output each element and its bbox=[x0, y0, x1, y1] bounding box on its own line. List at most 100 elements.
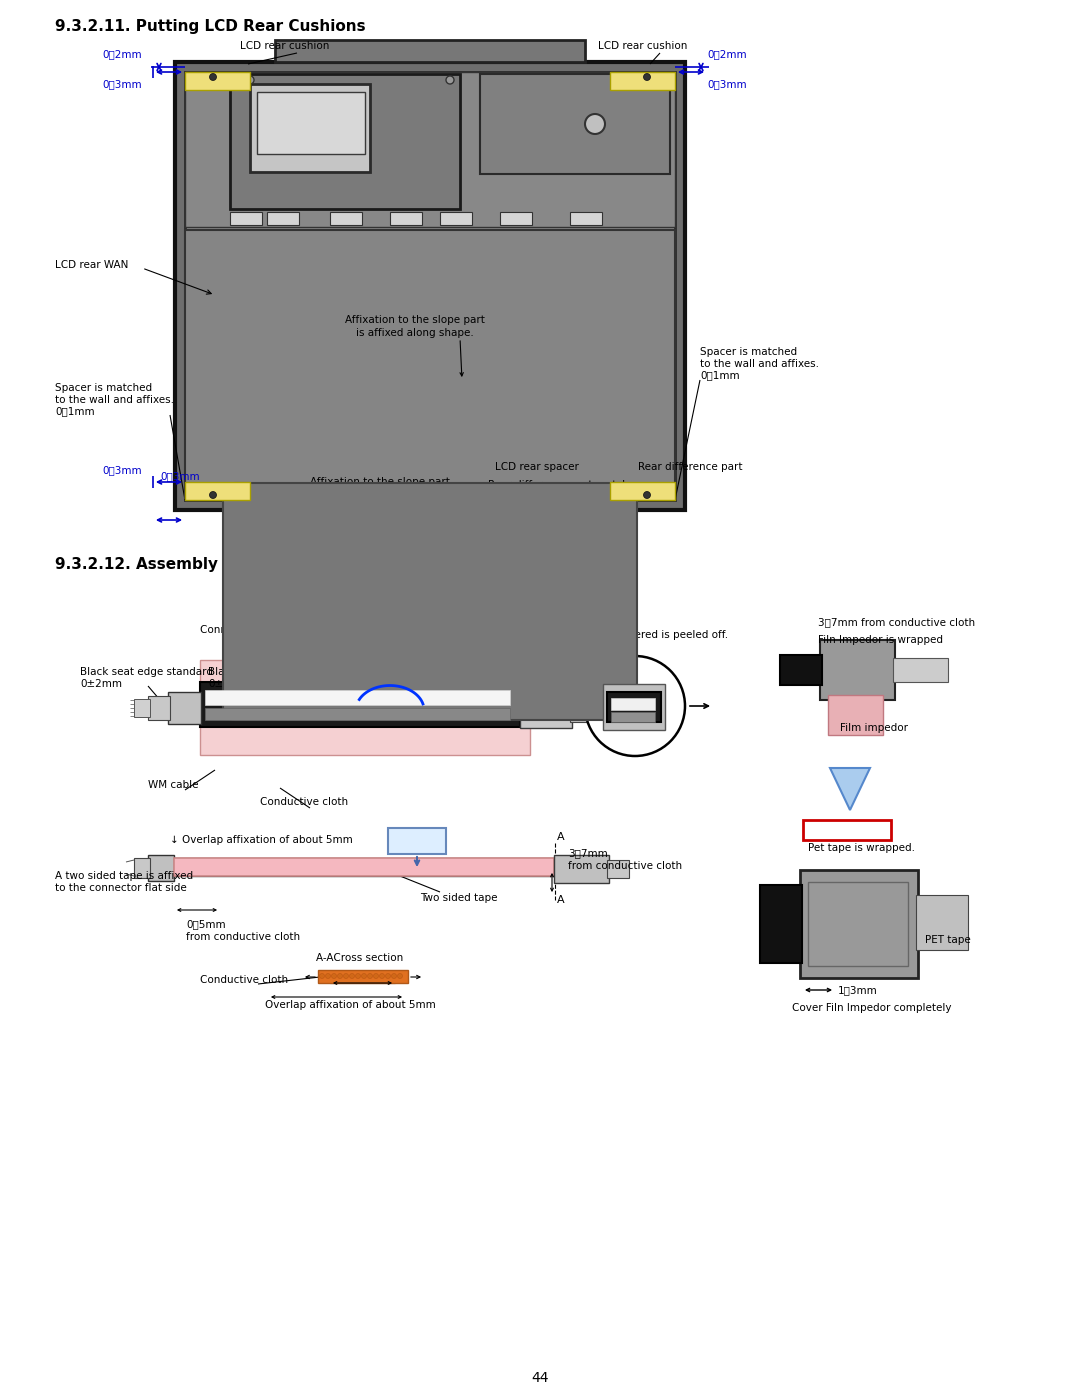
FancyBboxPatch shape bbox=[222, 483, 637, 719]
Text: Conductive cloth is wrapped.: Conductive cloth is wrapped. bbox=[330, 610, 482, 622]
Text: is affixed along shape.: is affixed along shape. bbox=[356, 328, 474, 338]
Circle shape bbox=[585, 657, 685, 756]
Circle shape bbox=[379, 974, 384, 978]
Text: Filn Impedor is wrapped: Filn Impedor is wrapped bbox=[818, 636, 943, 645]
Text: WM cable: WM cable bbox=[148, 780, 199, 789]
Circle shape bbox=[325, 974, 330, 978]
Bar bbox=[134, 698, 150, 717]
Bar bbox=[148, 696, 170, 719]
Circle shape bbox=[350, 974, 354, 978]
Circle shape bbox=[320, 974, 324, 978]
Text: 3～7mm from conductive cloth: 3～7mm from conductive cloth bbox=[818, 617, 975, 627]
Bar bbox=[611, 712, 654, 722]
Bar bbox=[440, 212, 472, 225]
Bar bbox=[893, 658, 948, 682]
Text: LCD rear spacer: LCD rear spacer bbox=[232, 510, 315, 520]
Text: Conductive cloth: Conductive cloth bbox=[260, 798, 348, 807]
Bar bbox=[820, 640, 895, 700]
Text: 0～1mm: 0～1mm bbox=[700, 370, 740, 380]
Circle shape bbox=[210, 492, 216, 499]
Text: Affixation to the slope part: Affixation to the slope part bbox=[310, 476, 450, 488]
Text: Film impedor: Film impedor bbox=[840, 724, 908, 733]
Circle shape bbox=[355, 974, 361, 978]
Bar bbox=[603, 685, 665, 731]
Circle shape bbox=[210, 74, 216, 81]
Text: Overlap affixation of about 5mm: Overlap affixation of about 5mm bbox=[265, 1000, 435, 1010]
Circle shape bbox=[397, 974, 403, 978]
Text: Affixation to the slope part: Affixation to the slope part bbox=[346, 314, 485, 326]
Bar bbox=[185, 73, 249, 89]
Text: Safety Work: Safety Work bbox=[815, 826, 878, 835]
Text: PET tape: PET tape bbox=[924, 935, 971, 944]
Bar bbox=[205, 708, 510, 719]
Bar bbox=[174, 858, 554, 876]
Bar bbox=[390, 212, 422, 225]
Text: 0～3mm: 0～3mm bbox=[102, 80, 141, 89]
Bar bbox=[318, 970, 408, 983]
Circle shape bbox=[644, 492, 650, 499]
Text: ↓ Overlap affixation of about 5mm: ↓ Overlap affixation of about 5mm bbox=[170, 835, 353, 845]
Text: Black seat edge standard: Black seat edge standard bbox=[80, 666, 213, 678]
Text: Cover Filn Impedor completely: Cover Filn Impedor completely bbox=[792, 1003, 951, 1013]
Text: The two sided tape put when goods is delivered is peeled off.: The two sided tape put when goods is del… bbox=[408, 630, 728, 640]
Bar bbox=[267, 212, 299, 225]
Text: 9.3.2.11. Putting LCD Rear Cushions: 9.3.2.11. Putting LCD Rear Cushions bbox=[55, 20, 366, 35]
Text: 0～3mm: 0～3mm bbox=[160, 471, 200, 481]
Text: Conductive cloth: Conductive cloth bbox=[200, 975, 288, 985]
Text: to the wall and affixes.: to the wall and affixes. bbox=[700, 359, 819, 369]
Bar bbox=[205, 690, 510, 705]
Text: 1～3mm: 1～3mm bbox=[838, 985, 878, 995]
Text: A-ACross section: A-ACross section bbox=[316, 953, 404, 963]
Text: Two sided tape: Two sided tape bbox=[420, 893, 498, 902]
Text: 0～5mm: 0～5mm bbox=[186, 919, 226, 929]
Circle shape bbox=[386, 974, 391, 978]
Bar bbox=[230, 74, 460, 210]
Text: 0±2mm: 0±2mm bbox=[208, 679, 249, 689]
Bar bbox=[804, 820, 891, 840]
Text: LCD rear WAN: LCD rear WAN bbox=[55, 260, 129, 270]
Bar bbox=[175, 61, 685, 510]
Bar bbox=[611, 698, 654, 710]
Text: Spacer is matched: Spacer is matched bbox=[55, 383, 152, 393]
Text: 44: 44 bbox=[531, 1370, 549, 1384]
Bar bbox=[607, 861, 629, 877]
Circle shape bbox=[246, 75, 254, 84]
Text: 0±1mm: 0±1mm bbox=[488, 492, 530, 502]
Text: A: A bbox=[557, 833, 565, 842]
Circle shape bbox=[332, 974, 337, 978]
Bar bbox=[200, 682, 519, 726]
Text: A two sided tape is affixed: A two sided tape is affixed bbox=[55, 870, 193, 882]
Text: LCD rear cushion: LCD rear cushion bbox=[598, 41, 687, 52]
Text: A: A bbox=[557, 895, 565, 905]
Text: Rear difference part match: Rear difference part match bbox=[488, 481, 629, 490]
Bar bbox=[330, 212, 362, 225]
Polygon shape bbox=[831, 768, 870, 810]
Bar bbox=[168, 692, 201, 724]
Text: 3～7mm: 3～7mm bbox=[568, 848, 608, 858]
Circle shape bbox=[374, 974, 378, 978]
Text: is affixed along shape.: is affixed along shape. bbox=[310, 489, 428, 499]
Text: Finished
chart: Finished chart bbox=[399, 831, 435, 851]
Bar bbox=[610, 73, 675, 89]
Bar bbox=[185, 73, 675, 500]
Bar bbox=[275, 41, 585, 61]
Bar bbox=[828, 694, 883, 735]
Bar bbox=[570, 212, 602, 225]
Bar bbox=[185, 482, 249, 500]
Bar bbox=[610, 482, 675, 500]
Text: Pet tape is wrapped.: Pet tape is wrapped. bbox=[808, 842, 915, 854]
Bar bbox=[554, 855, 609, 883]
Circle shape bbox=[367, 974, 373, 978]
Text: from conductive cloth: from conductive cloth bbox=[186, 932, 300, 942]
Text: 0～3mm: 0～3mm bbox=[102, 465, 141, 475]
Bar bbox=[916, 895, 968, 950]
Bar bbox=[480, 74, 670, 175]
Bar bbox=[230, 212, 262, 225]
Circle shape bbox=[391, 974, 396, 978]
Bar bbox=[500, 212, 532, 225]
Text: 0±2mm: 0±2mm bbox=[80, 679, 122, 689]
Text: Abandonment processing: Abandonment processing bbox=[408, 643, 541, 652]
Bar bbox=[780, 655, 822, 685]
Bar bbox=[607, 692, 661, 722]
Bar bbox=[388, 828, 446, 854]
